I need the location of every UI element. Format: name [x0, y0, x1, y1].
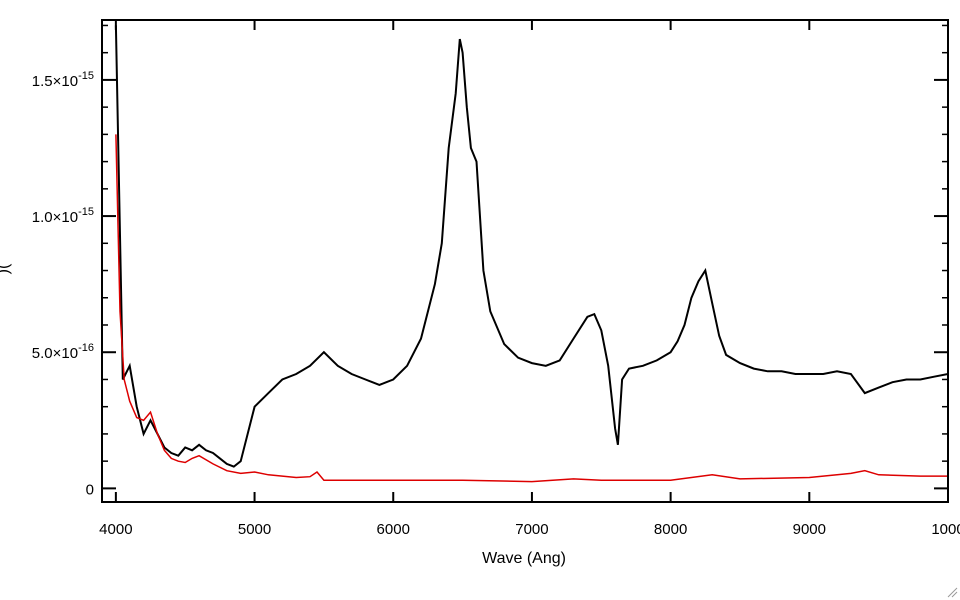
x-tick-label: 6000: [377, 521, 410, 538]
y-axis-label-fragment: )(: [0, 263, 12, 274]
series-error-line: [115, 134, 948, 483]
y-tick-label: 5.0×10-16: [32, 342, 94, 362]
x-tick-label: 5000: [238, 521, 271, 538]
x-tick-label: 7000: [515, 521, 548, 538]
y-tick-label: 1.5×10-15: [32, 70, 94, 90]
tick-layer: 400050006000700080009000100005.0×10-161.…: [32, 20, 960, 538]
x-tick-label: 4000: [99, 521, 132, 538]
y-tick-label: 1.0×10-15: [32, 206, 94, 226]
y-tick-label: 0: [86, 481, 94, 498]
x-tick-label: 8000: [654, 521, 687, 538]
series-spectrum-line: [114, 25, 948, 468]
series-layer: [114, 25, 948, 483]
x-axis-label: Wave (Ang): [482, 550, 566, 567]
x-tick-label: 9000: [793, 521, 826, 538]
resize-grip-icon[interactable]: [946, 586, 958, 598]
plot-frame: [101, 19, 949, 503]
